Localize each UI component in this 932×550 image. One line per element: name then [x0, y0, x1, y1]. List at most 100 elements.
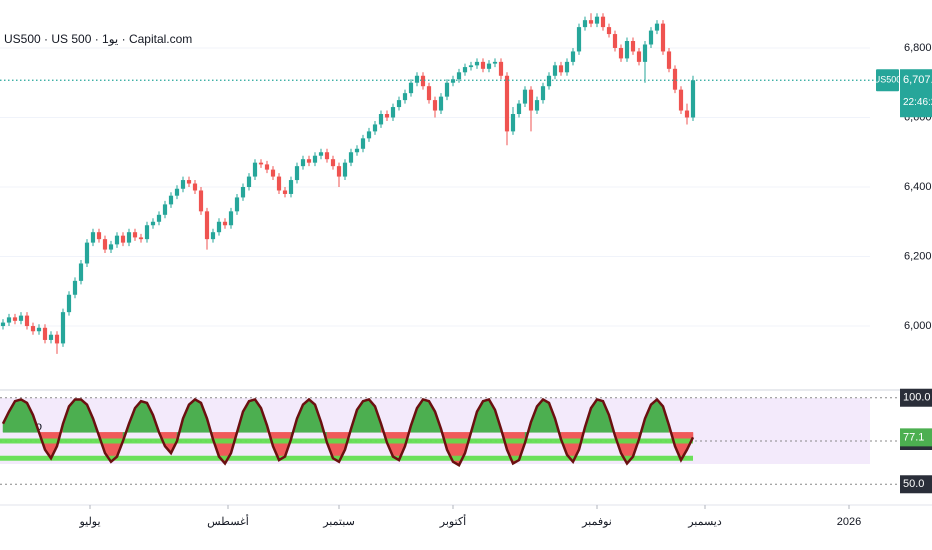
candle-body: [132, 232, 138, 238]
candle-body: [378, 114, 384, 125]
candle-body: [384, 114, 390, 118]
indicator-fill: [14, 399, 22, 433]
indicator-line: [1, 397, 695, 467]
candle-body: [648, 30, 654, 45]
main-grid: [0, 47, 870, 327]
candle-body: [678, 89, 684, 111]
candle-body: [294, 166, 300, 181]
candle-body: [318, 152, 324, 156]
candle-body: [330, 159, 336, 167]
price-tag: [900, 69, 932, 118]
candle-body: [6, 317, 12, 323]
candle-body: [60, 312, 66, 344]
candle-body: [18, 315, 24, 321]
candle-body: [546, 75, 552, 87]
x-tick-label: 2026: [837, 516, 861, 528]
indicator-fill: [482, 399, 490, 433]
candle-body: [102, 239, 108, 250]
candle-body: [438, 96, 444, 111]
candle-body: [48, 334, 54, 340]
candle-body: [234, 197, 240, 212]
candle-body: [258, 162, 264, 165]
chart-title: US500 · US 500 · يو1 · Capital.com: [4, 32, 192, 46]
candle-body: [180, 180, 186, 189]
candle-body: [630, 41, 636, 52]
symbol-tag-text: US500: [874, 75, 902, 85]
candle-body: [354, 148, 360, 153]
price-tag-text: 6,707.2: [903, 74, 932, 86]
candle-body: [288, 180, 294, 194]
indicator-value-label: 77.1: [903, 431, 924, 443]
candle-body: [600, 16, 606, 28]
candle-body: [162, 204, 168, 215]
candle-body: [150, 221, 156, 226]
candle-body: [216, 221, 222, 233]
candle-body: [420, 75, 426, 87]
candle-body: [108, 244, 114, 250]
candle-body: [138, 237, 144, 240]
candle-body: [252, 162, 258, 177]
y-tick-label: 6,800.0: [904, 42, 932, 54]
candle-body: [72, 280, 78, 295]
candle-body: [636, 51, 642, 62]
candle-body: [660, 23, 666, 52]
candle-body: [84, 242, 90, 264]
indicator-tick-box: [900, 388, 932, 407]
candle-body: [348, 152, 354, 163]
candle-body: [492, 61, 498, 64]
candle-body: [312, 155, 318, 163]
y-tick-label: 6,000.0: [904, 320, 932, 332]
candle-body: [126, 232, 132, 243]
candle-body: [594, 16, 600, 24]
candle-body: [96, 232, 102, 240]
candle-body: [510, 114, 516, 132]
candle-body: [0, 322, 6, 327]
indicator-value-box: [900, 428, 932, 447]
candle-body: [570, 51, 576, 62]
candle-body: [642, 44, 648, 62]
candle-body: [504, 75, 510, 132]
candle-body: [588, 20, 594, 24]
candle-body: [576, 27, 582, 52]
candle-body: [612, 34, 618, 48]
candle-body: [12, 317, 18, 321]
candle-body: [690, 80, 696, 118]
candle-body: [270, 169, 276, 177]
candle-body: [264, 164, 270, 170]
candle-body: [672, 68, 678, 90]
candle-body: [666, 51, 672, 69]
candle-body: [36, 327, 42, 332]
candle-body: [516, 103, 522, 115]
candle-body: [276, 176, 282, 191]
candle-body: [684, 110, 690, 118]
candle-body: [426, 86, 432, 101]
candle-body: [360, 138, 366, 149]
candle-body: [210, 232, 216, 240]
candle-body: [174, 188, 180, 196]
candle-body: [204, 211, 210, 240]
candle-body: [300, 159, 306, 167]
indicator-fill: [248, 399, 256, 433]
candle-body: [534, 100, 540, 111]
candle-body: [42, 327, 48, 340]
candle-body: [528, 89, 534, 111]
candle-body: [624, 41, 630, 59]
candle-body: [78, 263, 84, 281]
candle-body: [480, 61, 486, 69]
candle-body: [30, 326, 36, 332]
countdown-text: 22:46:29: [903, 97, 932, 108]
candle-body: [324, 152, 330, 160]
candle-body: [342, 162, 348, 177]
indicator-fill: [422, 399, 430, 433]
candle-body: [468, 65, 474, 68]
candle-body: [228, 211, 234, 226]
y-tick-label: 6,400.0: [904, 181, 932, 193]
candle-body: [654, 23, 660, 31]
candle-body: [168, 195, 174, 205]
indicator-fill: [542, 399, 550, 433]
candle-body: [540, 86, 546, 101]
candle-body: [564, 61, 570, 73]
candle-body: [282, 190, 288, 194]
indicator-fill: [362, 399, 370, 433]
